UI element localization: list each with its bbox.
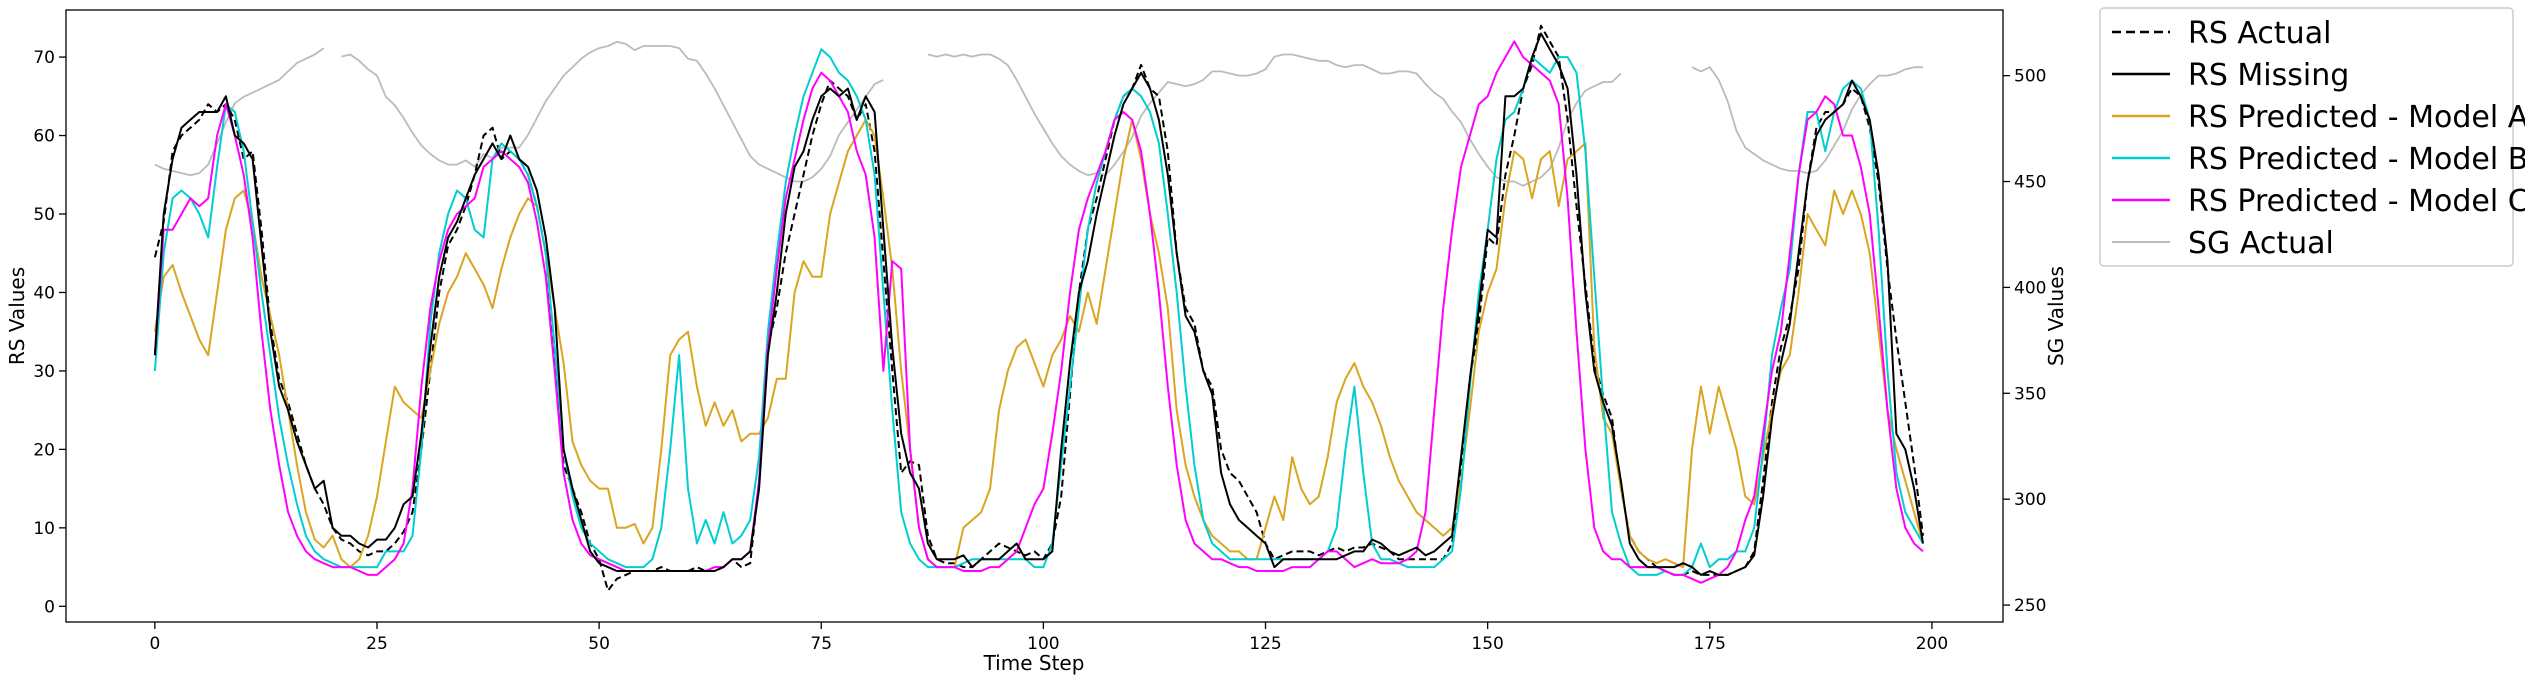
x-axis-label: Time Step xyxy=(983,651,1085,675)
y-left-tick-label: 40 xyxy=(33,283,55,303)
y-left-tick-label: 10 xyxy=(33,519,55,539)
legend-frame xyxy=(2099,7,2514,267)
x-tick-label: 25 xyxy=(366,634,388,654)
x-tick-label: 125 xyxy=(1249,634,1281,654)
legend-label-rs-actual: RS Actual xyxy=(2188,16,2331,51)
y-right-tick-label: 450 xyxy=(2014,173,2046,193)
legend: RS Actual RS Missing RS Predicted - Model … xyxy=(2099,7,2525,267)
y-right-tick-label: 350 xyxy=(2014,384,2046,404)
y-right-tick-label: 500 xyxy=(2014,67,2046,87)
y-left-tick-label: 50 xyxy=(33,205,55,225)
series-line-rs-actual xyxy=(153,24,1924,592)
series-line-sg-actual-segment-3 xyxy=(927,53,1622,187)
x-tick-label: 75 xyxy=(810,634,832,654)
x-tick-label: 50 xyxy=(588,634,610,654)
series-line-rs-predicted-model-c xyxy=(153,40,1924,584)
series-line-rs-predicted-model-b xyxy=(153,48,1924,576)
series-line-sg-actual-segment-1 xyxy=(154,47,325,177)
series-line-sg-actual-segment-4 xyxy=(1691,66,1923,174)
legend-label-rs-missing: RS Missing xyxy=(2188,58,2349,93)
legend-label-rs-predicted-model-a: RS Predicted - Model A xyxy=(2188,100,2525,135)
y-left-tick-label: 0 xyxy=(44,597,55,617)
y-left-tick-label: 60 xyxy=(33,127,55,147)
y-left-tick-label: 20 xyxy=(33,440,55,460)
y-axis-right: 250 300 350 400 450 500 xyxy=(2003,67,2046,616)
y-right-tick-label: 250 xyxy=(2014,596,2046,616)
legend-label-rs-predicted-model-c: RS Predicted - Model C xyxy=(2188,184,2525,219)
y-right-tick-label: 400 xyxy=(2014,278,2046,298)
x-tick-label: 175 xyxy=(1694,634,1726,654)
x-tick-label: 0 xyxy=(149,634,160,654)
y-left-tick-label: 70 xyxy=(33,48,55,68)
lines-layer xyxy=(153,24,1924,592)
x-tick-label: 150 xyxy=(1471,634,1503,654)
y-axis-left: 0 10 20 30 40 50 60 70 xyxy=(33,48,66,617)
plot-frame xyxy=(65,9,2004,623)
series-line-rs-missing xyxy=(153,32,1924,576)
y-axis-right-label: SG Values xyxy=(2044,266,2068,366)
y-left-tick-label: 30 xyxy=(33,362,55,382)
legend-label-rs-predicted-model-b: RS Predicted - Model B xyxy=(2188,142,2525,177)
y-axis-left-label: RS Values xyxy=(5,267,29,365)
y-right-tick-label: 300 xyxy=(2014,490,2046,510)
x-tick-label: 100 xyxy=(1027,634,1059,654)
x-tick-label: 200 xyxy=(1916,634,1948,654)
series-line-sg-actual-segment-2 xyxy=(341,40,884,183)
legend-label-sg-actual: SG Actual xyxy=(2188,226,2334,261)
x-axis: 0 25 50 75 100 125 150 175 200 xyxy=(149,622,1948,654)
